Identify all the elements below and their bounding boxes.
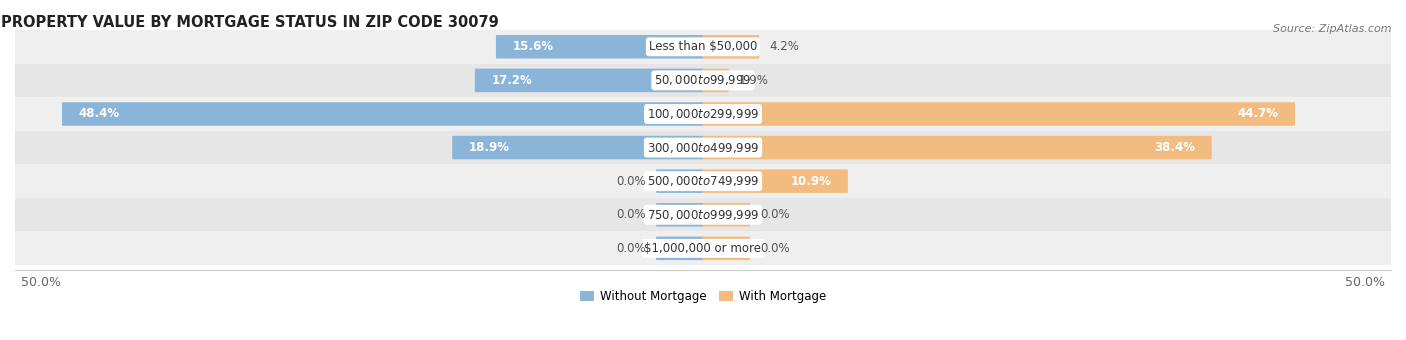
FancyBboxPatch shape <box>15 64 1391 97</box>
FancyBboxPatch shape <box>703 35 759 58</box>
FancyBboxPatch shape <box>703 102 1295 126</box>
FancyBboxPatch shape <box>703 69 728 92</box>
Text: $1,000,000 or more: $1,000,000 or more <box>644 242 762 255</box>
Text: $100,000 to $299,999: $100,000 to $299,999 <box>647 107 759 121</box>
Text: 0.0%: 0.0% <box>616 175 647 188</box>
Text: PROPERTY VALUE BY MORTGAGE STATUS IN ZIP CODE 30079: PROPERTY VALUE BY MORTGAGE STATUS IN ZIP… <box>1 15 499 30</box>
FancyBboxPatch shape <box>703 169 848 193</box>
Text: 0.0%: 0.0% <box>759 242 790 255</box>
Text: 10.9%: 10.9% <box>790 175 831 188</box>
Text: 17.2%: 17.2% <box>491 74 531 87</box>
Text: 4.2%: 4.2% <box>769 40 799 53</box>
Text: 44.7%: 44.7% <box>1237 107 1278 120</box>
Text: 0.0%: 0.0% <box>759 208 790 221</box>
FancyBboxPatch shape <box>703 237 749 260</box>
FancyBboxPatch shape <box>703 136 1212 159</box>
FancyBboxPatch shape <box>15 198 1391 232</box>
Text: 38.4%: 38.4% <box>1154 141 1195 154</box>
Text: Source: ZipAtlas.com: Source: ZipAtlas.com <box>1274 24 1392 34</box>
FancyBboxPatch shape <box>15 30 1391 64</box>
FancyBboxPatch shape <box>657 237 703 260</box>
FancyBboxPatch shape <box>453 136 703 159</box>
Text: 18.9%: 18.9% <box>468 141 510 154</box>
Text: $50,000 to $99,999: $50,000 to $99,999 <box>654 73 752 87</box>
Text: 0.0%: 0.0% <box>616 208 647 221</box>
Text: $750,000 to $999,999: $750,000 to $999,999 <box>647 208 759 222</box>
FancyBboxPatch shape <box>15 97 1391 131</box>
FancyBboxPatch shape <box>657 203 703 226</box>
FancyBboxPatch shape <box>703 203 749 226</box>
Text: 15.6%: 15.6% <box>512 40 554 53</box>
Text: 1.9%: 1.9% <box>738 74 769 87</box>
Text: Less than $50,000: Less than $50,000 <box>648 40 758 53</box>
FancyBboxPatch shape <box>475 69 703 92</box>
FancyBboxPatch shape <box>15 164 1391 198</box>
Text: 48.4%: 48.4% <box>79 107 120 120</box>
Text: $500,000 to $749,999: $500,000 to $749,999 <box>647 174 759 188</box>
FancyBboxPatch shape <box>15 131 1391 164</box>
Text: $300,000 to $499,999: $300,000 to $499,999 <box>647 140 759 155</box>
FancyBboxPatch shape <box>496 35 703 58</box>
FancyBboxPatch shape <box>15 232 1391 265</box>
Text: 0.0%: 0.0% <box>616 242 647 255</box>
FancyBboxPatch shape <box>657 169 703 193</box>
Legend: Without Mortgage, With Mortgage: Without Mortgage, With Mortgage <box>575 285 831 307</box>
FancyBboxPatch shape <box>62 102 703 126</box>
